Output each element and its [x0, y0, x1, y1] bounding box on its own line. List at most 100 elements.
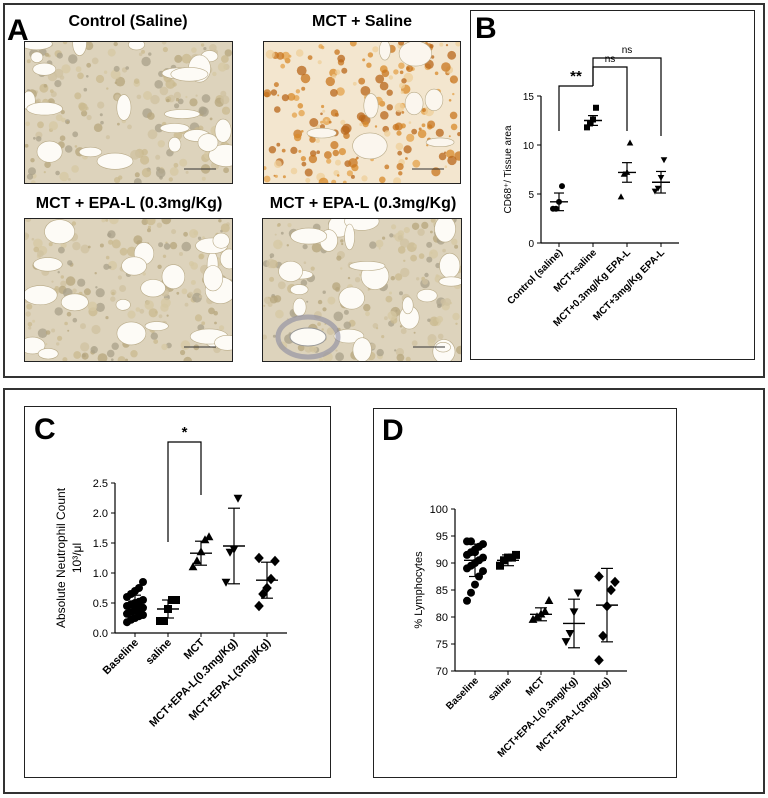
- tissue-texture: [264, 89, 272, 98]
- tissue-texture: [431, 167, 441, 177]
- tissue-texture: [426, 241, 433, 248]
- tissue-texture: [394, 349, 397, 352]
- data-point: [254, 600, 264, 612]
- alveolar-space: [434, 219, 456, 243]
- tissue-texture: [305, 177, 311, 183]
- alveolar-space: [290, 284, 309, 295]
- tissue-texture: [310, 266, 315, 271]
- tissue-texture: [161, 42, 167, 45]
- tissue-texture: [174, 103, 180, 109]
- tissue-texture: [315, 138, 320, 143]
- tissue-texture: [393, 69, 399, 75]
- tissue-texture: [394, 102, 405, 113]
- micrograph-mct-saline: [263, 41, 461, 184]
- tissue-texture: [118, 175, 123, 180]
- tissue-texture: [270, 89, 278, 96]
- tissue-texture: [297, 103, 304, 109]
- tissue-texture: [109, 219, 119, 225]
- tissue-texture: [396, 163, 404, 171]
- tissue-texture: [37, 250, 44, 258]
- tissue-texture: [117, 356, 126, 361]
- tissue-texture: [300, 73, 311, 84]
- tissue-texture: [33, 238, 43, 249]
- tissue-texture: [274, 106, 281, 113]
- tissue-texture: [127, 124, 132, 130]
- tissue-texture: [448, 99, 452, 102]
- alveolar-space: [30, 51, 44, 63]
- data-point: [617, 193, 625, 200]
- tissue-texture: [389, 291, 392, 295]
- data-point: [221, 578, 231, 587]
- tissue-texture: [358, 77, 366, 85]
- tissue-texture: [334, 49, 340, 55]
- panel-b-label: B: [475, 12, 497, 45]
- data-point: [266, 573, 276, 585]
- data-point: [512, 550, 520, 559]
- significance-label: **: [570, 68, 582, 85]
- alveolar-space: [398, 42, 432, 67]
- tissue-texture: [62, 42, 68, 45]
- tissue-texture: [51, 280, 54, 283]
- tissue-texture: [83, 288, 91, 296]
- data-point: [626, 139, 634, 146]
- tissue-texture: [307, 55, 313, 60]
- tissue-texture: [179, 252, 183, 256]
- alveolar-space: [214, 118, 232, 143]
- tissue-texture: [81, 352, 89, 360]
- alveolar-space: [60, 293, 89, 312]
- tissue-texture: [274, 160, 282, 168]
- tissue-texture: [391, 224, 397, 230]
- tissue-texture: [95, 74, 105, 84]
- tissue-texture: [363, 303, 371, 312]
- tissue-texture: [220, 223, 230, 233]
- tissue-texture: [81, 110, 88, 117]
- tissue-texture: [113, 42, 118, 47]
- tissue-texture: [111, 239, 121, 249]
- tissue-texture: [208, 307, 215, 315]
- tissue-texture: [125, 66, 129, 70]
- tissue-texture: [273, 239, 283, 250]
- data-point: [160, 617, 168, 625]
- significance-label: ns: [622, 45, 633, 56]
- tissue-texture: [181, 53, 192, 64]
- tissue-texture: [281, 51, 290, 60]
- tissue-texture: [445, 44, 449, 47]
- tissue-texture: [113, 65, 120, 72]
- tissue-texture: [28, 167, 36, 176]
- tissue-texture: [335, 69, 341, 75]
- tissue-texture: [288, 54, 292, 58]
- tissue-texture: [74, 145, 78, 148]
- tissue-texture: [49, 89, 54, 93]
- tissue-texture: [54, 286, 59, 291]
- tissue-texture: [321, 45, 325, 50]
- significance-bracket: [592, 66, 628, 131]
- tissue-texture: [379, 81, 389, 91]
- tissue-texture: [384, 316, 388, 321]
- tissue-texture: [369, 241, 377, 249]
- tissue-texture: [68, 178, 71, 181]
- tissue-texture: [173, 162, 179, 168]
- micrograph-title: MCT + EPA-L (0.3mg/Kg): [35, 195, 223, 212]
- tissue-texture: [60, 110, 65, 115]
- data-point: [233, 494, 243, 503]
- tissue-texture: [72, 241, 81, 251]
- tissue-texture: [139, 308, 145, 314]
- tissue-texture: [389, 233, 394, 238]
- tissue-texture: [54, 68, 64, 78]
- vessel-lumen: [289, 327, 327, 347]
- tissue-texture: [103, 263, 110, 270]
- alveolar-space: [438, 276, 461, 287]
- tissue-texture: [225, 108, 230, 113]
- alveolar-space: [32, 62, 57, 76]
- tissue-texture: [171, 229, 177, 235]
- tissue-texture: [400, 123, 406, 129]
- tissue-texture: [379, 176, 386, 183]
- tissue-texture: [45, 330, 51, 335]
- tissue-texture: [87, 301, 98, 312]
- tissue-texture: [198, 253, 204, 260]
- alveolar-space: [425, 137, 455, 148]
- tissue-texture: [454, 244, 459, 249]
- tissue-texture: [372, 46, 379, 53]
- data-point: [544, 596, 554, 604]
- alveolar-space: [404, 91, 424, 116]
